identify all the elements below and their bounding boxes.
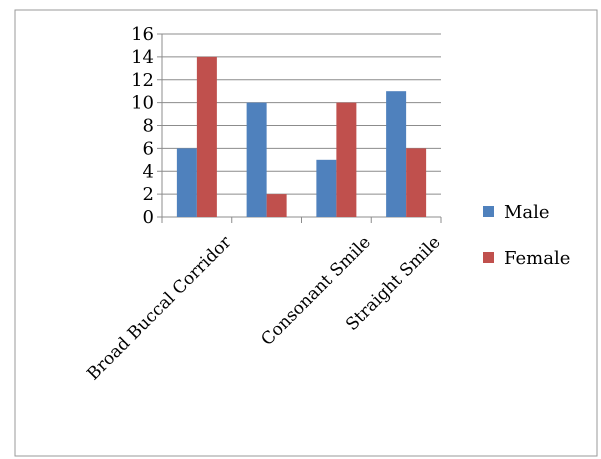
legend: Male Female	[483, 202, 570, 269]
bar-male-3	[386, 91, 407, 217]
y-tick-label: 6	[143, 138, 154, 159]
bar-male-2	[316, 159, 337, 217]
y-tick-label: 16	[131, 24, 154, 45]
legend-label-female: Female	[504, 248, 570, 269]
y-tick-label: 10	[131, 93, 154, 114]
legend-swatch-male	[483, 206, 494, 217]
bar-female-3	[406, 148, 427, 217]
bar-female-2	[336, 102, 357, 217]
y-tick-label: 14	[131, 47, 154, 68]
bar-male-1	[246, 102, 267, 217]
chart-border	[14, 9, 598, 457]
y-tick-label: 4	[143, 161, 154, 182]
legend-label-male: Male	[504, 202, 550, 223]
bar-male-0	[176, 148, 197, 217]
y-tick-label: 12	[131, 70, 154, 91]
y-tick-label: 0	[143, 207, 154, 228]
y-tick-label: 2	[143, 184, 154, 205]
y-tick-label: 8	[143, 116, 154, 137]
bars	[176, 56, 427, 217]
legend-swatch-female	[483, 252, 494, 263]
bar-female-0	[196, 56, 217, 217]
bar-female-1	[266, 194, 287, 217]
